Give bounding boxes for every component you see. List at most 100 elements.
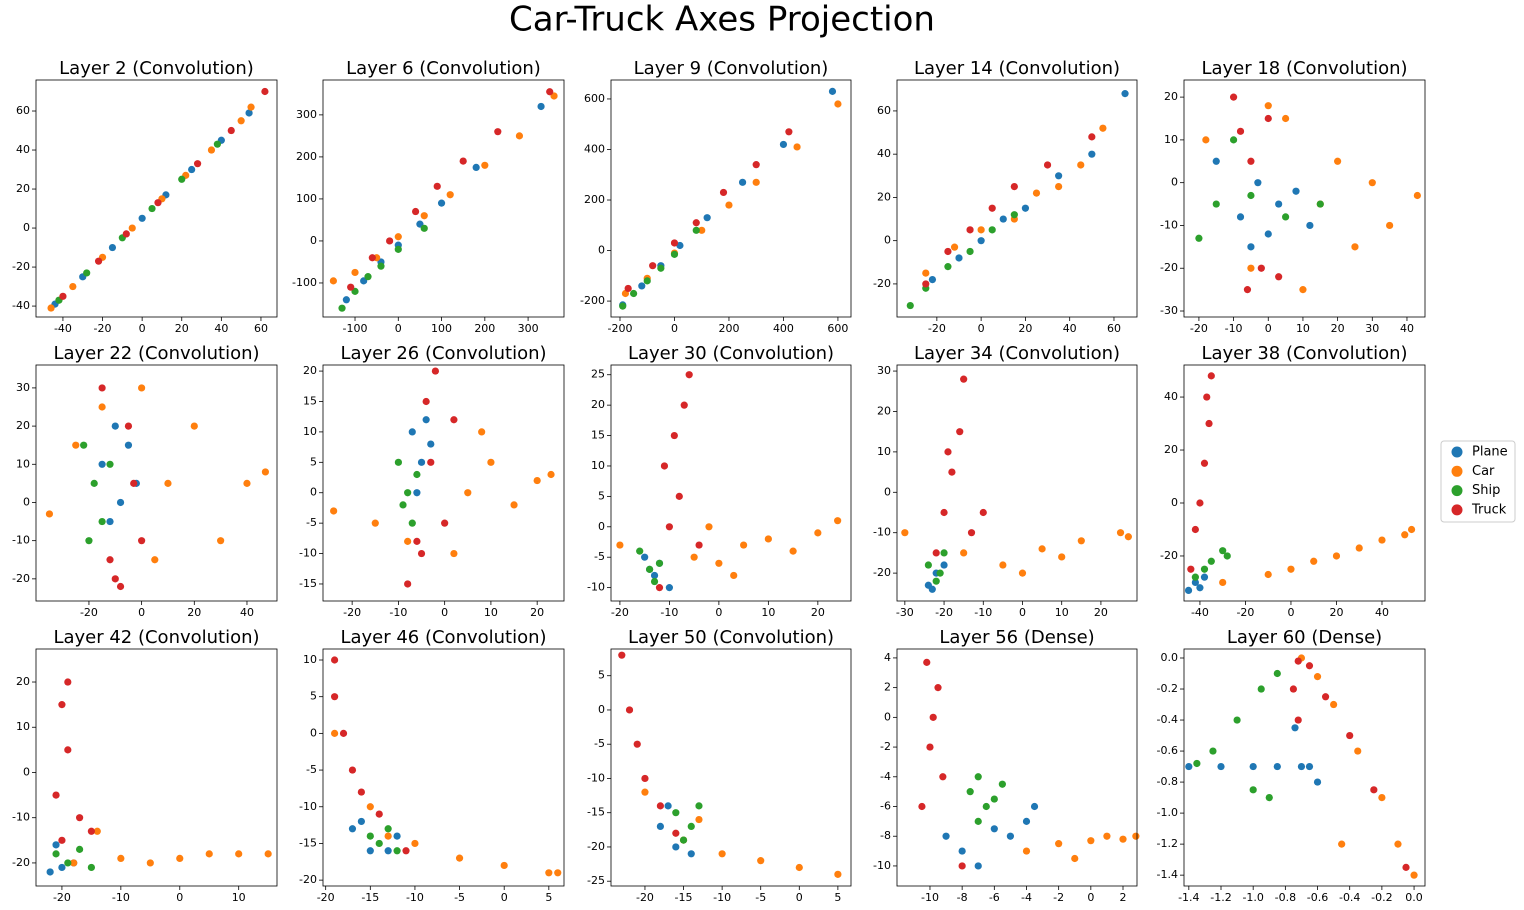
y-tick-label: -1.4 xyxy=(1157,868,1178,881)
x-tick-label: 20 xyxy=(175,322,189,335)
y-tick-label: -4 xyxy=(880,770,891,783)
subplot-title: Layer 60 (Dense) xyxy=(1227,627,1382,648)
y-tick-label: 200 xyxy=(296,150,317,163)
point xyxy=(705,523,713,531)
point xyxy=(1187,565,1195,573)
point xyxy=(1351,243,1359,251)
point xyxy=(940,549,948,557)
y-tick-label: -20 xyxy=(12,260,30,273)
axes-frame xyxy=(322,648,565,887)
point xyxy=(330,507,338,515)
axes-frame xyxy=(610,648,852,887)
point xyxy=(730,571,738,580)
point xyxy=(76,845,84,853)
point xyxy=(814,529,822,537)
x-tick-label: -15 xyxy=(361,891,379,904)
subplot: Layer 22 (Convolution) -20 0 20 40 -20 -10 0 10 2… xyxy=(12,343,278,619)
y-tick-label: 0 xyxy=(310,486,317,499)
y-tick-label: -20 xyxy=(873,566,891,579)
y-tick-label: -5 xyxy=(306,763,317,776)
point xyxy=(1306,221,1314,230)
x-tick-label: -20 xyxy=(80,606,98,619)
point xyxy=(329,277,337,285)
point xyxy=(1264,230,1272,238)
point xyxy=(404,537,412,545)
point xyxy=(1401,531,1409,539)
point xyxy=(1196,584,1204,592)
axes-frame xyxy=(322,364,565,602)
point xyxy=(138,214,146,222)
point xyxy=(58,701,66,709)
point xyxy=(1249,762,1257,771)
subplot: Layer 6 (Convolution) -100 0 100 200 300 -100 0… xyxy=(292,58,565,335)
point xyxy=(393,832,401,840)
x-tick-label: -10 xyxy=(389,606,407,619)
y-tick-label: 15 xyxy=(591,429,605,442)
y-tick-label: 10 xyxy=(303,653,317,666)
point xyxy=(719,188,728,197)
x-tick-label: 10 xyxy=(1055,606,1069,619)
y-tick-label: -0.8 xyxy=(1157,775,1178,788)
point xyxy=(342,296,350,304)
y-tick-label: -200 xyxy=(580,294,605,307)
axes-frame xyxy=(322,79,565,318)
x-tick-label: -10 xyxy=(406,891,424,904)
y-tick-label: -10 xyxy=(1160,218,1178,231)
point xyxy=(437,199,446,207)
x-tick-label: 40 xyxy=(240,606,254,619)
y-tick-label: -0.4 xyxy=(1157,713,1178,726)
y-tick-label: 15 xyxy=(303,394,317,407)
point xyxy=(427,440,435,448)
subplot: Layer 30 (Convolution) -20 -10 0 10 20 -10 -5 0 5… xyxy=(587,343,852,619)
y-tick-label: 10 xyxy=(1164,133,1178,146)
point xyxy=(1055,172,1063,180)
point xyxy=(974,817,982,825)
y-tick-label: -20 xyxy=(587,840,605,853)
point xyxy=(1338,840,1346,848)
point xyxy=(1200,565,1209,573)
point xyxy=(1264,114,1272,123)
x-tick-label: 20 xyxy=(1329,606,1343,619)
axes-frame xyxy=(1183,364,1426,602)
point xyxy=(695,815,703,824)
y-tick-label: 0 xyxy=(884,710,891,723)
subplot-title: Layer 2 (Convolution) xyxy=(59,58,254,79)
point xyxy=(108,243,117,252)
point xyxy=(660,462,669,470)
point xyxy=(680,401,688,409)
point xyxy=(948,468,956,476)
subplot-title: Layer 46 (Convolution) xyxy=(340,627,546,648)
x-tick-label: -10 xyxy=(112,891,130,904)
point xyxy=(472,163,480,172)
point xyxy=(828,87,837,95)
point xyxy=(243,479,251,487)
point xyxy=(967,529,976,537)
point xyxy=(235,850,243,858)
y-tick-label: 0 xyxy=(310,726,317,739)
point xyxy=(537,102,545,111)
point xyxy=(779,140,788,149)
figure-title: Car-Truck Axes Projection xyxy=(509,0,935,40)
point xyxy=(52,841,60,849)
point xyxy=(52,791,60,799)
point xyxy=(982,802,990,811)
point xyxy=(695,541,703,549)
point xyxy=(785,128,793,136)
subplot: Layer 26 (Convolution) -20 -10 0 10 20 -15 -10 -… xyxy=(299,343,565,619)
subplot: Layer 42 (Convolution) -20 -10 0 10 -20 -10 0 10… xyxy=(12,627,278,904)
point xyxy=(1022,847,1031,855)
point xyxy=(1413,191,1421,200)
point xyxy=(1195,234,1203,242)
point xyxy=(154,199,162,207)
x-tick-label: 0.0 xyxy=(1405,891,1423,904)
axes-frame xyxy=(1183,79,1426,318)
point xyxy=(1287,565,1295,573)
point xyxy=(69,282,77,291)
point xyxy=(1273,669,1281,678)
point xyxy=(834,100,842,108)
x-tick-label: -6 xyxy=(989,891,1000,904)
x-tick-label: 60 xyxy=(1107,322,1121,335)
point xyxy=(795,863,803,872)
point xyxy=(98,460,106,468)
y-tick-label: -1.2 xyxy=(1157,837,1178,850)
